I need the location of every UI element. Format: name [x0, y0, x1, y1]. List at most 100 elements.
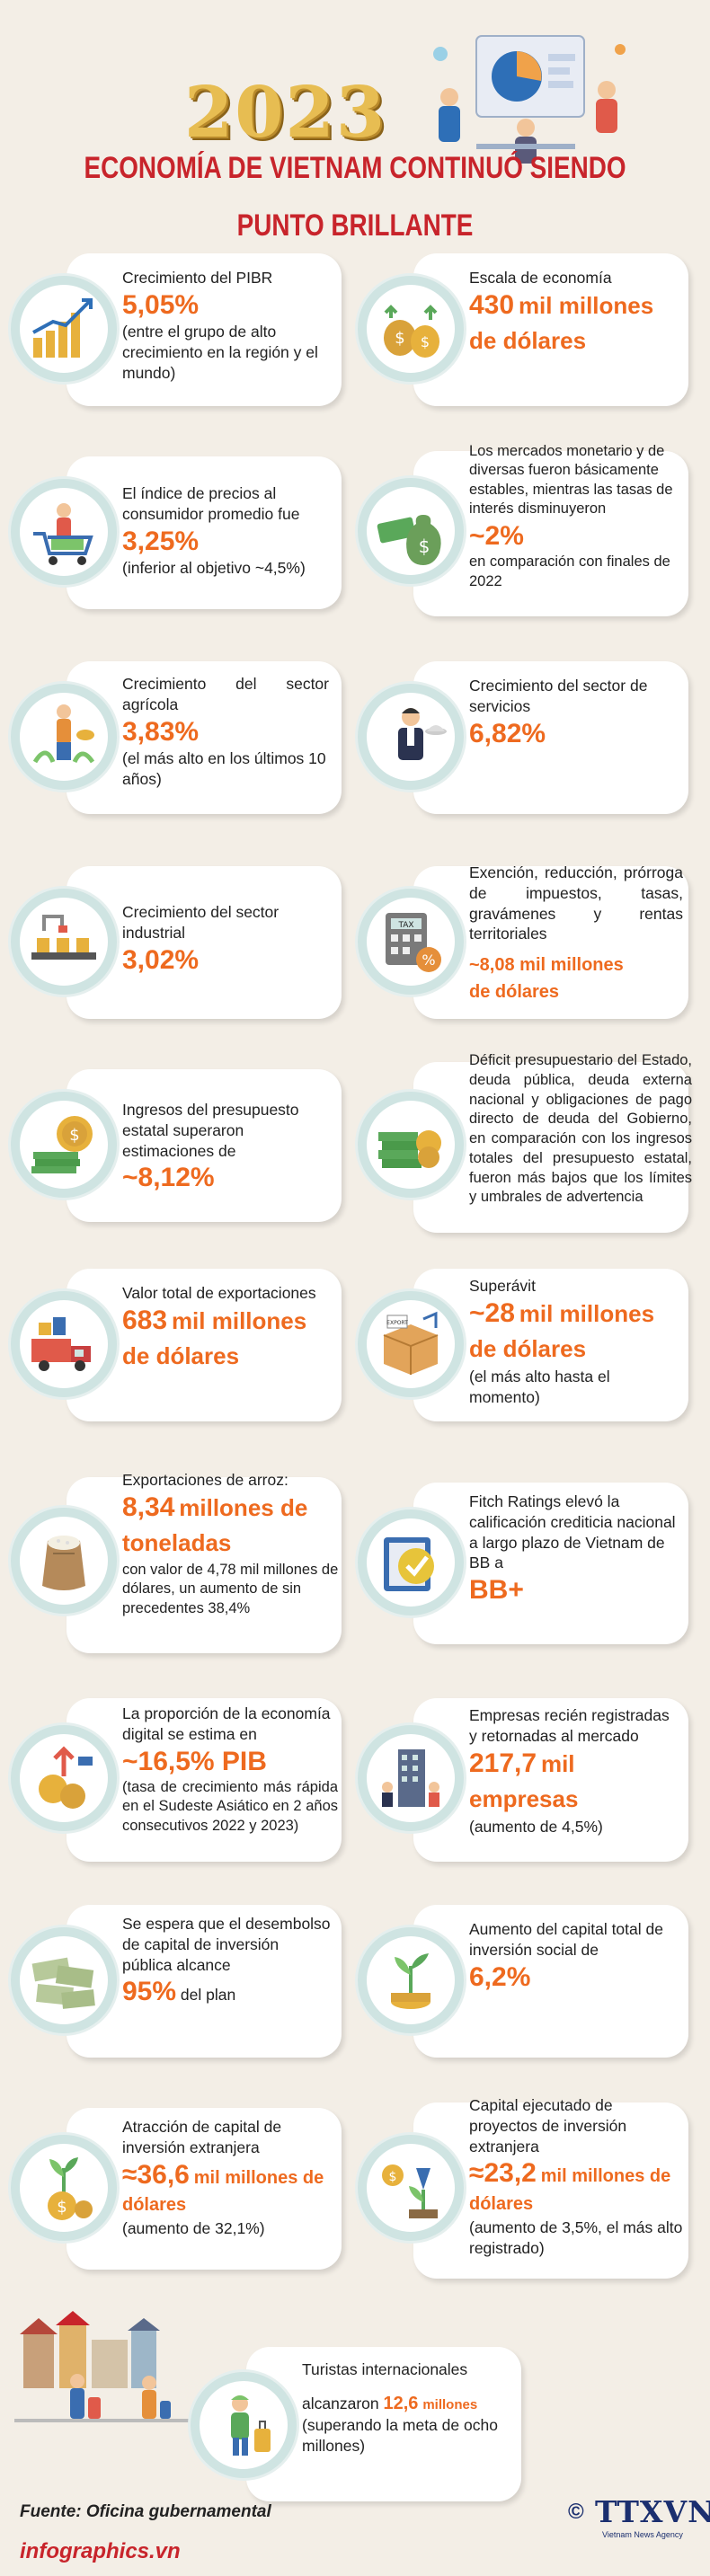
waiter-icon [358, 684, 464, 790]
stat-tax-relief: TAX% Exención, reducción, prórroga de im… [358, 857, 699, 1026]
note: (inferior al objetivo ~4,5%) [122, 559, 306, 577]
label: Crecimiento del sector industrial [122, 903, 280, 942]
label: Exención, reducción, prórroga de impuest… [469, 863, 683, 943]
label: Empresas recién registradas y retornadas… [469, 1706, 670, 1745]
label: Superávit [469, 1277, 536, 1295]
stat-monetary-markets: $ Los mercados monetario y de diversas f… [358, 442, 699, 620]
stat-agriculture: Crecimiento del sector agrícola 3,83% (e… [11, 652, 352, 821]
shopping-cart-icon [11, 479, 117, 585]
stat-public-investment: Se espera que el desembolso de capital d… [11, 1896, 352, 2065]
ttxvn-logo: © TTXVN Vietnam News Agency [568, 2494, 710, 2548]
label: Crecimiento del PIBR [122, 269, 273, 287]
tourist-icon [191, 2372, 297, 2478]
investment-plant-icon: $ [358, 2135, 464, 2241]
label: Se espera que el desembolso de capital d… [122, 1915, 331, 1974]
stat-fdi-attraction: $ Atracción de capital de inversión extr… [11, 2099, 352, 2275]
value: 5,05% [122, 289, 200, 320]
page-subtitle: PUNTO BRILLANTE [236, 208, 474, 243]
stat-social-investment: Aumento del capital total de inversión s… [358, 1896, 699, 2065]
label: El índice de precios al consumidor prome… [122, 484, 300, 523]
money-bags-icon: $ $ [358, 276, 464, 382]
value: 8,34 [122, 1492, 175, 1522]
value-unit: mil millones [518, 291, 654, 319]
stat-rice-exports: Exportaciones de arroz: 8,34 millones de… [11, 1468, 352, 1657]
value: ~8,12% [122, 1163, 215, 1193]
note: (aumento de 4,5%) [469, 1817, 603, 1836]
value-unit-line2: de dólares [469, 326, 587, 354]
rice-sack-icon [11, 1508, 117, 1614]
label: La proporción de la economía digital se … [122, 1704, 331, 1743]
value: ~16,5% PIB [122, 1746, 267, 1776]
label: Déficit presupuestario del Estado, deuda… [469, 1052, 692, 1206]
value-unit-line2: dólares [122, 2195, 187, 2215]
note: (el más alto hasta el momento) [469, 1367, 610, 1406]
value-unit: mil millones de [193, 2167, 324, 2188]
stat-exports: Valor total de exportaciones 683 mil mil… [11, 1260, 352, 1429]
header: 2023 ECONOMÍA DE VIETNAM CONTINUÓ SIENDO… [0, 0, 710, 270]
site-link[interactable]: infographics.vn [20, 2539, 181, 2563]
svg-text:$: $ [389, 2170, 397, 2184]
label: Fitch Ratings elevó la calificación cred… [469, 1492, 676, 1572]
value: 217,7 [469, 1748, 537, 1778]
factory-line-icon [11, 889, 117, 995]
plant-coins-icon [358, 1927, 464, 2033]
value: ≈23,2 [469, 2158, 537, 2189]
stat-gdp-growth: Crecimiento del PIBR 5,05% (entre el gru… [11, 244, 352, 413]
label: Crecimiento del sector de servicios [469, 677, 648, 715]
value-unit: mil [540, 1749, 575, 1777]
value-suffix: del plan [180, 1986, 236, 2005]
value: ~28 [469, 1297, 515, 1328]
stat-budget-deficit: Déficit presupuestario del Estado, deuda… [358, 1052, 699, 1236]
cash-stacks-icon [358, 1092, 464, 1198]
value: ~2% [469, 520, 524, 551]
note: (entre el grupo de alto crecimiento en l… [122, 323, 318, 382]
money-bag-icon: $ [358, 478, 464, 584]
value: BB+ [469, 1575, 524, 1605]
label: Los mercados monetario y de diversas fue… [469, 443, 673, 518]
label: Crecimiento del sector agrícola [122, 675, 329, 713]
note: en comparación con finales de 2022 [469, 553, 670, 589]
stat-digital-economy: La proporción de la economía digital se … [11, 1689, 352, 1865]
business-team-illustration [433, 35, 626, 164]
label: Turistas internacionales [302, 2360, 468, 2378]
label: Aumento del capital total de inversión s… [469, 1920, 663, 1959]
note: con valor de 4,78 mil millones de dólare… [122, 1561, 339, 1616]
stat-new-businesses: Empresas recién registradas y retornadas… [358, 1689, 699, 1865]
value: ≈36,6 [122, 2159, 190, 2190]
label: Ingresos del presupuesto estatal superar… [122, 1101, 299, 1160]
note: (superando la meta de ocho millones) [302, 2416, 498, 2455]
note: (el más alto en los últimos 10 años) [122, 749, 326, 788]
money-tree-icon: $ [11, 2135, 117, 2241]
value: 3,83% [122, 716, 200, 747]
agency-subtitle: Vietnam News Agency [602, 2530, 683, 2539]
label: Escala de economía [469, 269, 612, 287]
label: Capital ejecutado de proyectos de invers… [469, 2096, 627, 2156]
value-unit: millones de [179, 1493, 308, 1521]
digital-coins-icon [11, 1725, 117, 1831]
value: 6,2% [469, 1961, 531, 1992]
stat-international-tourists: Turistas internacionales alcanzaron 12,6… [191, 2338, 532, 2507]
note: (tasa de crecimiento más rápida en el Su… [122, 1779, 338, 1834]
value: 6,82% [469, 718, 546, 748]
stat-industry: Crecimiento del sector industrial 3,02% [11, 857, 352, 1026]
year-heading: 2023 [184, 72, 387, 154]
label: Valor total de exportaciones [122, 1284, 316, 1302]
svg-text:$: $ [57, 2198, 67, 2217]
value: 683 [122, 1305, 168, 1335]
stat-cpi: El índice de precios al consumidor prome… [11, 447, 352, 616]
page-title: ECONOMÍA DE VIETNAM CONTINUÓ SIENDO [84, 151, 626, 185]
copyright-symbol: © [568, 2500, 584, 2524]
value-unit-line2: dólares [469, 2193, 534, 2214]
value-unit-line2: de dólares [469, 982, 560, 1002]
note: (aumento de 3,5%, el más alto registrado… [469, 2217, 683, 2257]
stat-credit-rating: Fitch Ratings elevó la calificación cred… [358, 1474, 699, 1651]
value: 3,02% [122, 944, 200, 975]
value-unit-line2: de dólares [122, 1341, 240, 1369]
value: 3,25% [122, 526, 200, 556]
value: 430 [469, 289, 515, 320]
svg-text:$: $ [395, 329, 404, 348]
stat-economy-scale: $ $ Escala de economía 430 mil millones d… [358, 244, 699, 413]
city-travelers-illustration [14, 2311, 194, 2422]
value-unit-line2: empresas [469, 1784, 579, 1812]
tax-calculator-icon: TAX% [358, 889, 464, 995]
